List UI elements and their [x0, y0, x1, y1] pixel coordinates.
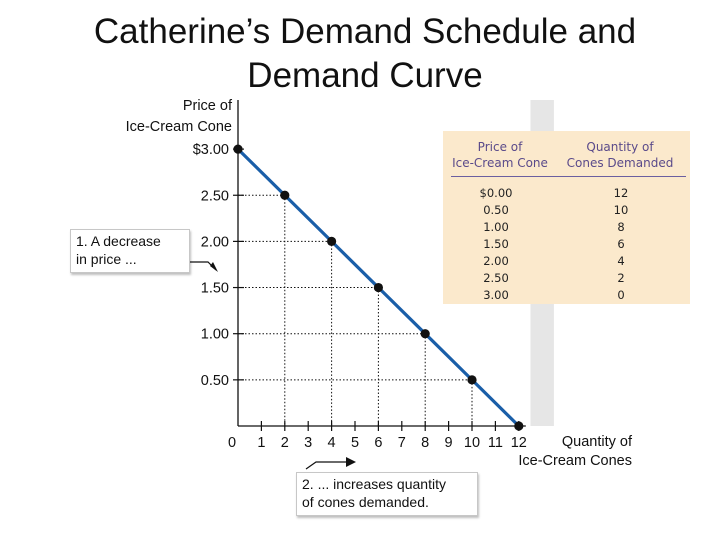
price-cell: $0.00: [479, 186, 513, 200]
y-tick-label: 1.50: [201, 281, 229, 297]
x-axis-label-line-1: Quantity of: [561, 434, 632, 450]
price-decrease-callout-line-1: 1. A decrease: [76, 233, 161, 249]
x-tick-label: 1: [257, 435, 265, 451]
x-tick-label: 9: [445, 435, 453, 451]
quantity-cell: 12: [613, 186, 629, 200]
price-cell: 2.50: [483, 271, 509, 285]
quantity-cell: 2: [617, 271, 625, 285]
quantity-cell: 4: [617, 254, 625, 268]
table-header-quantity-line-2: Cones Demanded: [566, 156, 674, 170]
x-tick-label: 4: [328, 435, 336, 451]
quantity-increase-callout: 2. ... increases quantity of cones deman…: [296, 472, 478, 516]
quantity-increase-callout-line-2: of cones demanded.: [302, 494, 429, 510]
data-point: [514, 421, 524, 431]
y-tick-label: 2.00: [201, 234, 229, 250]
table-header-rule: [451, 176, 686, 177]
table-header-price: Price of Ice-Cream Cone: [447, 139, 553, 171]
x-tick-label: 3: [304, 435, 312, 451]
data-point: [373, 282, 383, 293]
x-tick-label: 0: [228, 435, 236, 451]
price-cell: 1.50: [483, 237, 509, 251]
quantity-column: 12 10 8 6 4 2 0: [593, 185, 649, 304]
quantity-increase-arrowhead: [346, 457, 356, 467]
quantity-cell: 6: [617, 237, 625, 251]
y-tick-label: 2.50: [201, 188, 229, 204]
x-tick-label: 12: [511, 435, 527, 451]
y-tick-label: 0.50: [201, 373, 229, 389]
x-tick-label: 10: [464, 435, 480, 451]
y-axis-label-line-1: Price of: [182, 98, 232, 114]
chart-title: Catherine’s Demand Schedule and Demand C…: [0, 10, 720, 98]
quantity-increase-arrow: [305, 461, 350, 470]
x-tick-label: 7: [398, 435, 406, 451]
title-line-2: Demand Curve: [247, 56, 483, 95]
price-cell: 3.00: [483, 288, 509, 302]
table-header-quantity-line-1: Quantity of: [586, 140, 654, 154]
price-decrease-callout: 1. A decrease in price ...: [70, 229, 190, 273]
quantity-cell: 8: [617, 220, 625, 234]
price-cell: 2.00: [483, 254, 509, 268]
table-header-price-line-1: Price of: [477, 140, 523, 154]
price-cell: 1.00: [483, 220, 509, 234]
table-header-price-line-2: Ice-Cream Cone: [452, 156, 548, 170]
price-decrease-callout-line-2: in price ...: [76, 251, 137, 267]
y-tick-label: $3.00: [193, 142, 229, 158]
table-header-quantity: Quantity of Cones Demanded: [561, 139, 679, 171]
x-axis-label: Quantity of Ice-Cream Cones: [470, 433, 632, 471]
y-tick-label: 1.00: [201, 327, 229, 343]
quantity-cell: 0: [617, 288, 625, 302]
x-tick-label: 2: [281, 435, 289, 451]
data-point: [467, 375, 477, 385]
quantity-cell: 10: [613, 203, 629, 217]
title-line-1: Catherine’s Demand Schedule and: [93, 12, 637, 51]
x-axis-label-line-2: Ice-Cream Cones: [518, 453, 632, 469]
x-tick-label: 8: [421, 435, 429, 451]
price-cell: 0.50: [483, 203, 509, 217]
data-point: [420, 329, 430, 339]
data-point: [327, 236, 337, 246]
x-tick-label: 11: [488, 435, 503, 451]
quantity-increase-callout-line-1: 2. ... increases quantity: [302, 476, 446, 492]
x-tick-label: 5: [351, 435, 359, 451]
data-point: [233, 144, 243, 154]
data-point: [280, 190, 290, 200]
x-tick-label: 6: [374, 435, 382, 451]
demand-schedule-table: Price of Ice-Cream Cone Quantity of Cone…: [443, 131, 690, 304]
price-decrease-arrowhead: [210, 262, 218, 272]
y-axis-label: Price of Ice-Cream Cone: [60, 96, 232, 138]
y-axis-label-line-2: Ice-Cream Cone: [125, 119, 232, 135]
price-column: $0.00 0.50 1.00 1.50 2.00 2.50 3.00: [463, 185, 529, 304]
